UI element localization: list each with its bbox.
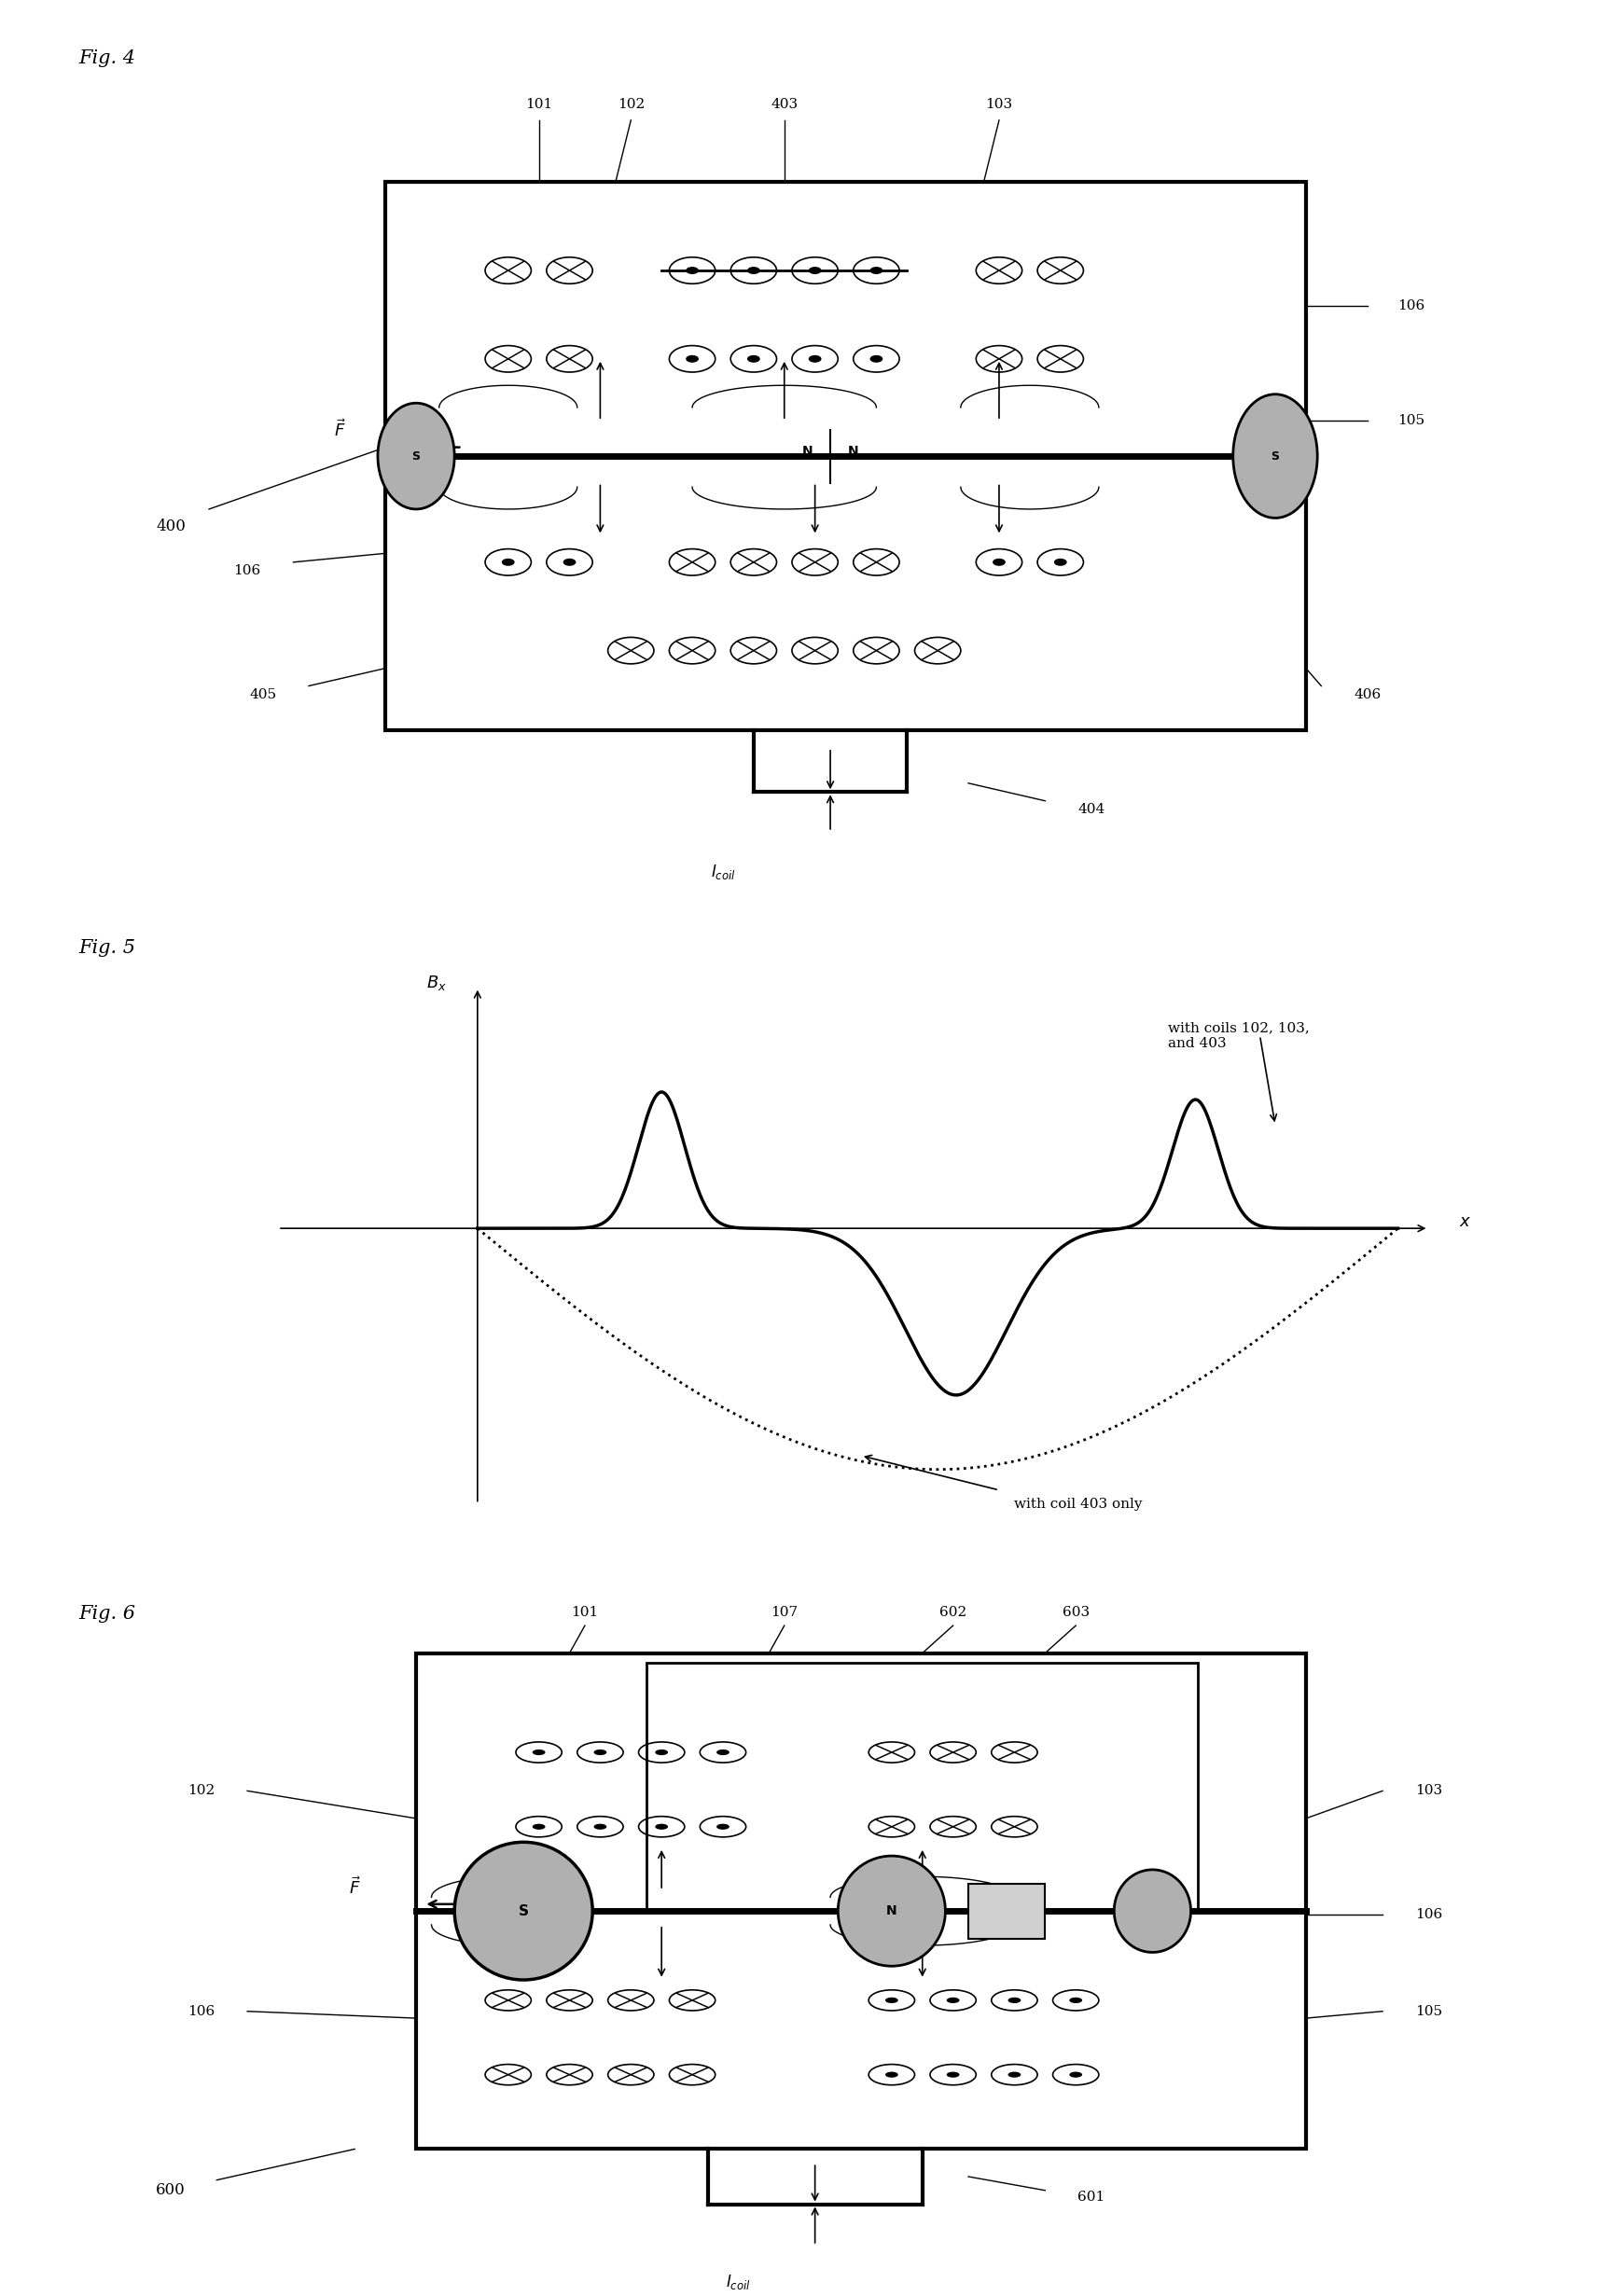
Ellipse shape <box>837 1855 946 1965</box>
Circle shape <box>1069 1998 1082 2002</box>
Text: 103: 103 <box>986 99 1013 110</box>
Circle shape <box>869 266 882 273</box>
Text: 602: 602 <box>940 1605 967 1619</box>
Circle shape <box>992 558 1005 565</box>
Text: $I_{coil}$: $I_{coil}$ <box>711 863 735 882</box>
Text: 106: 106 <box>1398 298 1425 312</box>
Circle shape <box>562 558 575 565</box>
Ellipse shape <box>1114 1869 1191 1952</box>
Circle shape <box>1069 2071 1082 2078</box>
Text: $\vec{F}$: $\vec{F}$ <box>334 418 345 441</box>
Circle shape <box>532 1750 545 1754</box>
Text: N: N <box>887 1903 896 1917</box>
Bar <box>385 181 1306 730</box>
Text: Fig. 4: Fig. 4 <box>78 51 136 67</box>
Text: Fig. 5: Fig. 5 <box>78 939 136 957</box>
Text: 101: 101 <box>526 99 553 110</box>
Circle shape <box>532 1823 545 1830</box>
Circle shape <box>594 1750 607 1754</box>
Circle shape <box>1008 2071 1021 2078</box>
Text: 106: 106 <box>187 2004 216 2018</box>
Circle shape <box>1008 1998 1021 2002</box>
Text: 102: 102 <box>617 99 644 110</box>
Text: 103: 103 <box>1414 1784 1443 1798</box>
Circle shape <box>716 1823 729 1830</box>
Text: S: S <box>412 450 420 461</box>
Circle shape <box>748 266 761 273</box>
Circle shape <box>885 1998 898 2002</box>
Circle shape <box>686 266 698 273</box>
Circle shape <box>655 1823 668 1830</box>
Text: N: N <box>849 445 858 459</box>
Circle shape <box>686 356 698 363</box>
Bar <box>968 1883 1045 1938</box>
Text: 601: 601 <box>1077 2190 1104 2204</box>
Text: 403: 403 <box>770 99 797 110</box>
Text: $\vec{F}$: $\vec{F}$ <box>348 1876 361 1896</box>
Circle shape <box>869 356 882 363</box>
Text: 105: 105 <box>1398 413 1425 427</box>
Text: 405: 405 <box>249 689 276 700</box>
Text: with coil 403 only: with coil 403 only <box>1015 1497 1143 1511</box>
Text: 106: 106 <box>1414 1908 1443 1922</box>
Text: 600: 600 <box>157 2183 185 2197</box>
Text: 400: 400 <box>155 519 185 535</box>
Text: with coils 102, 103,
and 403: with coils 102, 103, and 403 <box>1168 1022 1309 1049</box>
Circle shape <box>502 558 515 565</box>
Text: N: N <box>802 445 813 459</box>
Text: S: S <box>1270 450 1280 461</box>
Text: 102: 102 <box>187 1784 216 1798</box>
Circle shape <box>809 356 821 363</box>
Circle shape <box>946 2071 959 2078</box>
Text: 603: 603 <box>1063 1605 1090 1619</box>
Circle shape <box>946 1998 959 2002</box>
Text: $x$: $x$ <box>1459 1212 1472 1231</box>
Text: $I_{coil}$: $I_{coil}$ <box>725 2273 751 2291</box>
Circle shape <box>1055 558 1067 565</box>
Text: 101: 101 <box>570 1605 599 1619</box>
Bar <box>415 1653 1306 2149</box>
Circle shape <box>748 356 761 363</box>
Text: Fig. 6: Fig. 6 <box>78 1605 136 1623</box>
Circle shape <box>809 266 821 273</box>
Text: 107: 107 <box>770 1605 797 1619</box>
Text: $B_x$: $B_x$ <box>427 974 447 992</box>
Circle shape <box>655 1750 668 1754</box>
Text: 106: 106 <box>233 565 260 579</box>
Text: 404: 404 <box>1077 804 1104 815</box>
Ellipse shape <box>377 404 454 510</box>
Circle shape <box>885 2071 898 2078</box>
Circle shape <box>594 1823 607 1830</box>
Text: 105: 105 <box>1414 2004 1443 2018</box>
Bar <box>646 1662 1198 1910</box>
Circle shape <box>716 1750 729 1754</box>
Text: S: S <box>518 1903 529 1917</box>
Ellipse shape <box>454 1841 593 1979</box>
Text: 406: 406 <box>1354 689 1381 700</box>
Ellipse shape <box>1234 395 1317 519</box>
